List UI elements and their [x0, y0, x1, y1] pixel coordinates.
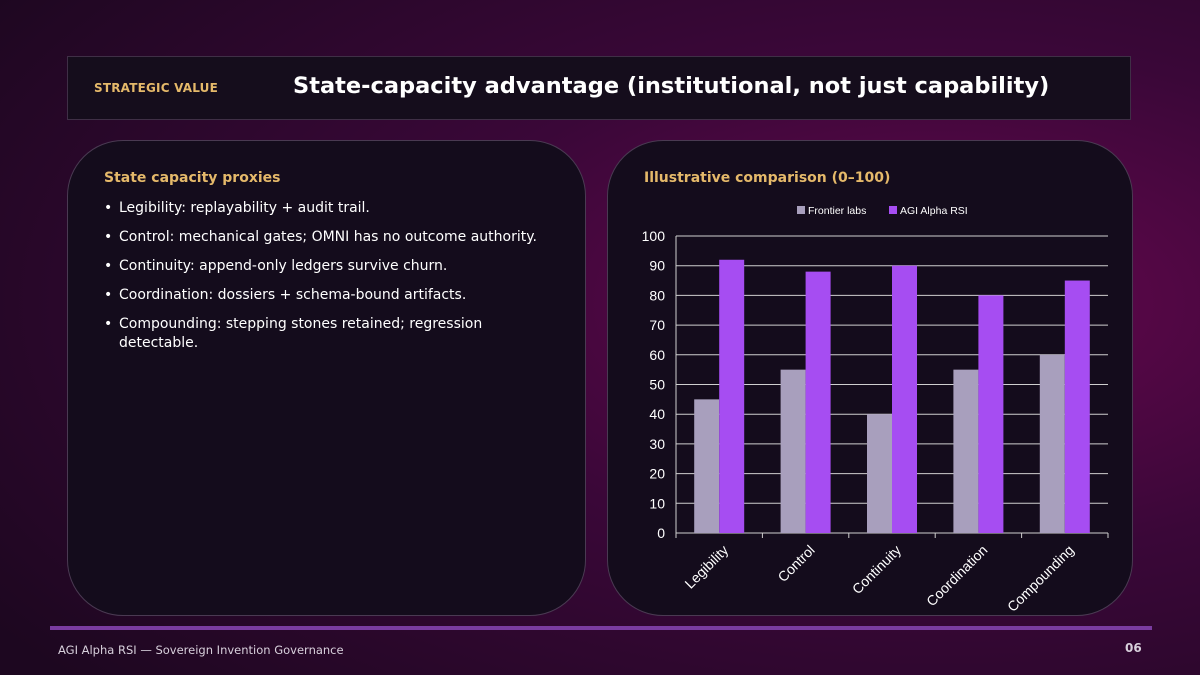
- y-tick-label: 70: [649, 317, 665, 333]
- legend-swatch: [797, 206, 805, 214]
- bar-frontier-labs-continuity: [867, 414, 892, 533]
- chart-card-title: Illustrative comparison (0–100): [644, 170, 891, 186]
- bullet-legibility: Legibility: replayability + audit trail.: [104, 199, 559, 218]
- y-tick-label: 90: [649, 258, 665, 274]
- y-tick-label: 20: [649, 466, 665, 482]
- bar-frontier-labs-compounding: [1039, 354, 1065, 533]
- y-tick-label: 100: [642, 228, 666, 244]
- bar-agi-alpha-rsi-continuity: [892, 265, 917, 533]
- proxies-card-title: State capacity proxies: [104, 170, 281, 186]
- legend-swatch: [889, 206, 897, 214]
- bullet-coordination: Coordination: dossiers + schema-bound ar…: [104, 286, 559, 305]
- x-tick-label: Coordination: [923, 542, 990, 609]
- bar-agi-alpha-rsi-legibility: [719, 259, 745, 533]
- bullet-control: Control: mechanical gates; OMNI has no o…: [104, 228, 559, 247]
- y-tick-label: 40: [649, 406, 665, 422]
- y-tick-label: 10: [649, 495, 665, 511]
- bar-frontier-labs-legibility: [694, 399, 720, 533]
- bar-agi-alpha-rsi-control: [805, 271, 831, 533]
- title-bar: STRATEGIC VALUE State-capacity advantage…: [67, 56, 1131, 120]
- x-tick-label: Compounding: [1004, 542, 1077, 615]
- y-tick-label: 80: [649, 287, 665, 303]
- bullet-continuity: Continuity: append-only ledgers survive …: [104, 257, 559, 276]
- proxies-card: State capacity proxies Legibility: repla…: [67, 140, 586, 616]
- y-tick-label: 60: [649, 347, 665, 363]
- y-tick-label: 0: [657, 525, 665, 541]
- page-number: 06: [1125, 641, 1142, 655]
- y-tick-label: 50: [649, 377, 665, 393]
- footer-divider: [50, 626, 1152, 630]
- x-tick-label: Legibility: [681, 542, 731, 592]
- legend-label: Frontier labs: [808, 205, 866, 217]
- proxies-list: Legibility: replayability + audit trail.…: [104, 199, 559, 363]
- x-tick-label: Control: [774, 542, 817, 585]
- slide-title: State-capacity advantage (institutional,…: [293, 73, 1050, 99]
- section-tag: STRATEGIC VALUE: [94, 81, 219, 95]
- footer-text: AGI Alpha RSI — Sovereign Invention Gove…: [58, 643, 344, 657]
- bar-agi-alpha-rsi-coordination: [978, 295, 1004, 533]
- y-tick-label: 30: [649, 436, 665, 452]
- bar-chart: 0 10 20 30 40 50 60 70 80 90 100 Legibility Control C…: [642, 205, 1109, 615]
- bullet-compounding: Compounding: stepping stones retained; r…: [104, 315, 559, 353]
- x-tick-label: Continuity: [849, 542, 904, 597]
- bar-agi-alpha-rsi-compounding: [1064, 280, 1090, 533]
- bar-frontier-labs-control: [780, 369, 806, 533]
- legend-label: AGI Alpha RSI: [900, 205, 968, 217]
- chart-card: Illustrative comparison (0–100) 0 10 20 30 4…: [607, 140, 1133, 616]
- bar-frontier-labs-coordination: [953, 369, 979, 533]
